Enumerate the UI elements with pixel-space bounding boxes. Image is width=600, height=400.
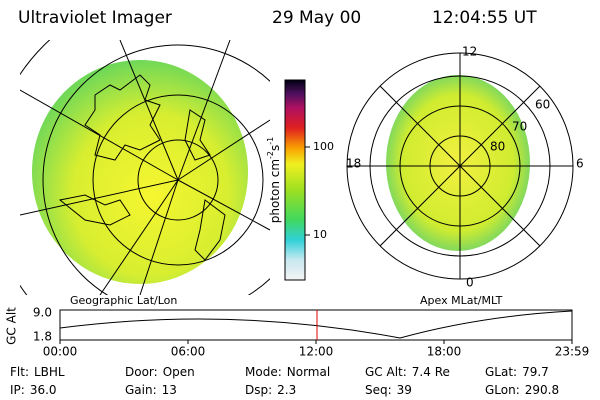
polar-image: [386, 75, 530, 251]
field-value: 39: [397, 383, 412, 397]
meridian: [177, 40, 231, 181]
emission: [32, 60, 248, 284]
field-value: 7.4 Re: [412, 365, 450, 379]
unit-base: photon cm: [268, 159, 282, 223]
instrument: Ultraviolet Imager: [18, 8, 172, 28]
lat-circle: [92, 94, 264, 266]
field-label: Gain:: [125, 383, 157, 397]
meridian: [20, 89, 179, 181]
mlt-label: 18: [346, 157, 361, 171]
field-value: LBHL: [34, 365, 65, 379]
footer-field: Door: Open: [125, 365, 195, 379]
date: 29 May 00: [272, 8, 361, 28]
timeline-x-tick-label: 18:00: [427, 345, 462, 359]
geo-image: [20, 40, 270, 295]
footer-field: Flt: LBHL: [10, 365, 65, 379]
mlt-label: 6: [576, 157, 584, 171]
timeline-x-ticks: 00:00 06:00 12:00 18:00 23:59: [43, 340, 590, 359]
colorbar: [284, 79, 306, 281]
footer-field: Mode: Normal: [245, 365, 330, 379]
field-value: Normal: [287, 365, 330, 379]
footer-field: Dsp: 2.3: [245, 383, 296, 397]
meridian: [177, 119, 270, 181]
timeline-x-tick-label: 12:00: [299, 345, 334, 359]
altitude-curve: [59, 310, 573, 339]
field-label: GLon:: [485, 383, 520, 397]
field-label: GC Alt:: [365, 365, 407, 379]
mlat-label: 70: [512, 120, 527, 134]
field-label: Mode:: [245, 365, 282, 379]
footer: Flt: LBHL Door: Open Mode: Normal GC Alt: 7.4 R…: [10, 365, 559, 397]
lat-circle: [42, 44, 270, 295]
timeline-y-tick: 1.8: [33, 330, 52, 344]
mlt-label: 0: [466, 276, 474, 290]
coastline: [184, 109, 211, 161]
caption: Geographic Lat/Lon: [70, 294, 177, 307]
meridian: [20, 179, 179, 216]
coastline: [84, 74, 161, 161]
meridian: [139, 179, 179, 295]
lat-circle: [137, 139, 219, 221]
unit-mid: s: [268, 145, 282, 151]
field-value: 79.7: [522, 365, 549, 379]
field-value: 36.0: [30, 383, 57, 397]
unit-exp: -1: [266, 137, 275, 145]
timeline-x-tick-label: 06:00: [171, 345, 206, 359]
timeline-x-tick-label: 00:00: [43, 345, 78, 359]
time: 12:04:55 UT: [432, 8, 537, 28]
footer-field: GLat: 79.7: [485, 365, 549, 379]
footer-field: GLon: 290.8: [485, 383, 559, 397]
field-label: Seq:: [365, 383, 392, 397]
footer-field: Seq: 39: [365, 383, 412, 397]
coastline: [58, 194, 131, 226]
colorbar-tick-label: 10: [313, 228, 327, 241]
coastline: [194, 199, 226, 261]
timeline-y-tick: 9.0: [33, 306, 52, 320]
emission: [386, 75, 530, 251]
mlt-line: [379, 85, 541, 247]
mlat-label: 60: [535, 98, 550, 112]
field-label: Door:: [125, 365, 158, 379]
meridian: [119, 40, 179, 181]
caption: Apex MLat/MLT: [420, 294, 503, 307]
footer-field: Gain: 13: [125, 383, 177, 397]
field-label: Dsp:: [245, 383, 272, 397]
colorbar-unit: photon cm-2s-1: [266, 137, 282, 224]
field-value: 2.3: [277, 383, 296, 397]
colorbar-tick-label: 100: [313, 140, 334, 153]
field-value: 13: [162, 383, 177, 397]
field-value: Open: [163, 365, 195, 379]
timeline-axis-label: GC Alt: [5, 307, 19, 345]
field-value: 290.8: [525, 383, 559, 397]
meridian: [99, 179, 179, 295]
footer-field: GC Alt: 7.4 Re: [365, 365, 450, 379]
timeline-x-tick-label: 23:59: [555, 345, 590, 359]
footer-field: IP: 36.0: [10, 383, 57, 397]
field-label: GLat:: [485, 365, 517, 379]
meridian: [177, 179, 270, 231]
mlt-label: 12: [462, 45, 477, 59]
unit-exp: -2: [266, 151, 275, 159]
mlat-label: 80: [490, 140, 505, 154]
field-label: IP:: [10, 383, 25, 397]
field-label: Flt:: [10, 365, 29, 379]
